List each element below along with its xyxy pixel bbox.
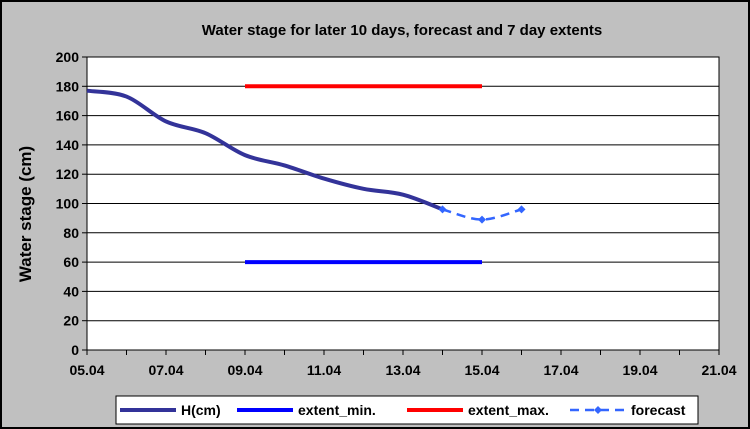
x-tick-label: 13.04 bbox=[385, 362, 420, 378]
y-tick-label: 200 bbox=[56, 49, 80, 65]
x-tick-label: 19.04 bbox=[622, 362, 657, 378]
plot-border bbox=[86, 56, 720, 351]
legend-label: extent_max. bbox=[468, 402, 549, 418]
y-tick-label: 160 bbox=[56, 108, 80, 124]
legend-items: H(cm) extent_min. extent_max. forecast bbox=[120, 402, 686, 418]
chart-title: Water stage for later 10 days, forecast … bbox=[202, 22, 602, 39]
legend-marker bbox=[594, 406, 602, 414]
forecast-point bbox=[517, 205, 526, 214]
x-tick-label: 07.04 bbox=[148, 362, 183, 378]
forecast-point bbox=[478, 215, 486, 224]
legend-label: H(cm) bbox=[181, 402, 221, 418]
y-tick-label: 60 bbox=[63, 254, 79, 270]
x-tick-label: 05.04 bbox=[69, 362, 104, 378]
tick-labels: 0 20 40 60 80 100 120 140 160 180 200 05.04 07.04 09.… bbox=[56, 49, 737, 378]
x-tick-label: 09.04 bbox=[227, 362, 262, 378]
series-layer bbox=[86, 84, 526, 265]
y-tick-label: 20 bbox=[63, 313, 79, 329]
x-tick-label: 21.04 bbox=[701, 362, 736, 378]
forecast-point bbox=[438, 205, 447, 214]
series-line-0 bbox=[86, 88, 444, 212]
axes bbox=[82, 56, 720, 355]
y-tick-label: 180 bbox=[56, 78, 80, 94]
y-tick-label: 40 bbox=[63, 283, 79, 299]
y-axis-label: Water stage (cm) bbox=[16, 146, 35, 282]
x-tick-label: 15.04 bbox=[464, 362, 499, 378]
y-tick-label: 140 bbox=[56, 137, 80, 153]
legend-label: forecast bbox=[631, 402, 686, 418]
y-tick-label: 80 bbox=[63, 225, 79, 241]
x-tick-label: 17.04 bbox=[543, 362, 578, 378]
y-tick-label: 100 bbox=[56, 196, 80, 212]
legend-label: extent_min. bbox=[298, 402, 376, 418]
y-tick-label: 0 bbox=[71, 342, 79, 358]
y-tick-label: 120 bbox=[56, 166, 80, 182]
x-tick-label: 11.04 bbox=[307, 362, 341, 378]
legend: H(cm) extent_min. extent_max. forecast bbox=[115, 395, 699, 425]
